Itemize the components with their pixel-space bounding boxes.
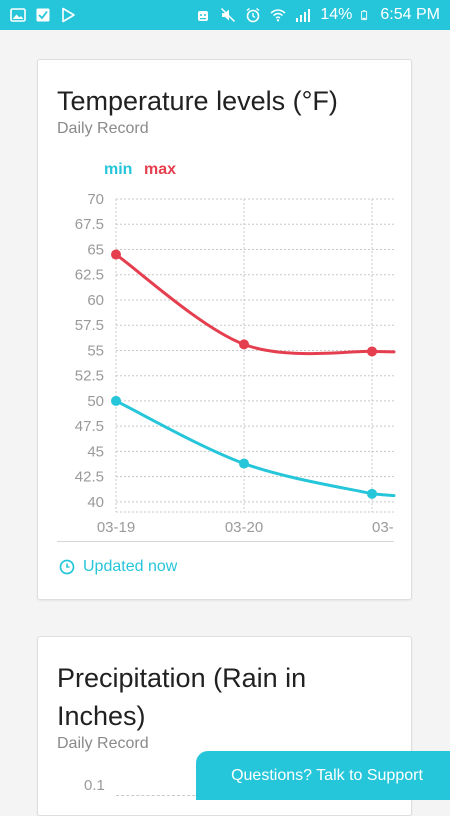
y-tick-label: 50 (87, 393, 104, 410)
y-tick-label: 70 (87, 191, 104, 208)
status-left-icons (10, 7, 76, 23)
x-tick-label: 03-19 (97, 519, 135, 536)
data-point-max (367, 346, 377, 357)
legend-item: min (104, 161, 132, 178)
mute-icon (221, 7, 236, 23)
wifi-icon (270, 9, 286, 22)
card-subtitle: Daily Record (57, 735, 149, 752)
status-bar: 14% 6:54 PM (0, 0, 450, 30)
status-time: 6:54 PM (380, 6, 440, 23)
y-tick-label: 47.5 (75, 418, 104, 435)
series-line-min (114, 399, 396, 498)
y-tick-label: 57.5 (75, 317, 104, 334)
y-tick-label: 52.5 (75, 368, 104, 385)
series-line-max (114, 253, 396, 356)
y-tick-label: 55 (87, 342, 104, 359)
legend-item: max (144, 161, 176, 178)
y-tick-label: 60 (87, 292, 104, 309)
precip-y-tick: 0.1 (84, 777, 105, 794)
data-point-max (239, 339, 249, 350)
y-tick-label: 62.5 (75, 267, 104, 284)
data-point-min (111, 395, 121, 406)
card-divider (57, 541, 394, 542)
play-store-icon (62, 7, 75, 23)
y-tick-label: 42.5 (75, 469, 104, 486)
status-right-icons: 14% 6:54 PM (195, 6, 440, 24)
card-title: Temperature levels (°F) (57, 86, 338, 116)
temperature-line-chart: 70 67.5 65 62.5 60 57.5 55 52.5 50 47.5 45 42.5 40 03… (75, 161, 396, 536)
y-tick-label: 45 (87, 443, 104, 460)
support-button-label: Questions? Talk to Support (231, 766, 423, 784)
card-title: Precipitation (Rain in Inches) (57, 663, 307, 731)
y-tick-label: 40 (87, 494, 104, 511)
data-point-min (367, 488, 377, 499)
battery-icon (361, 10, 368, 21)
y-tick-label: 65 (87, 241, 104, 258)
inbox-check-icon (36, 8, 50, 22)
updated-status: Updated now (59, 558, 177, 576)
temperature-card: Temperature levels (°F) Daily Record 70 6… (37, 59, 412, 600)
x-tick-label: 03- (372, 519, 394, 536)
updated-label: Updated now (83, 558, 178, 575)
data-point-max (111, 249, 121, 260)
battery-percent: 14% (320, 6, 353, 23)
card-subtitle: Daily Record (57, 120, 149, 137)
android-robot-icon (198, 11, 209, 21)
data-point-min (239, 458, 249, 469)
signal-icon (296, 9, 311, 22)
gallery-icon (10, 8, 26, 22)
precip-grid-line (116, 795, 236, 796)
x-tick-label: 03-20 (225, 519, 263, 536)
y-tick-label: 67.5 (75, 216, 104, 233)
talk-to-support-button[interactable]: Questions? Talk to Support (196, 751, 450, 800)
alarm-icon (246, 7, 260, 23)
clock-icon (59, 559, 75, 575)
